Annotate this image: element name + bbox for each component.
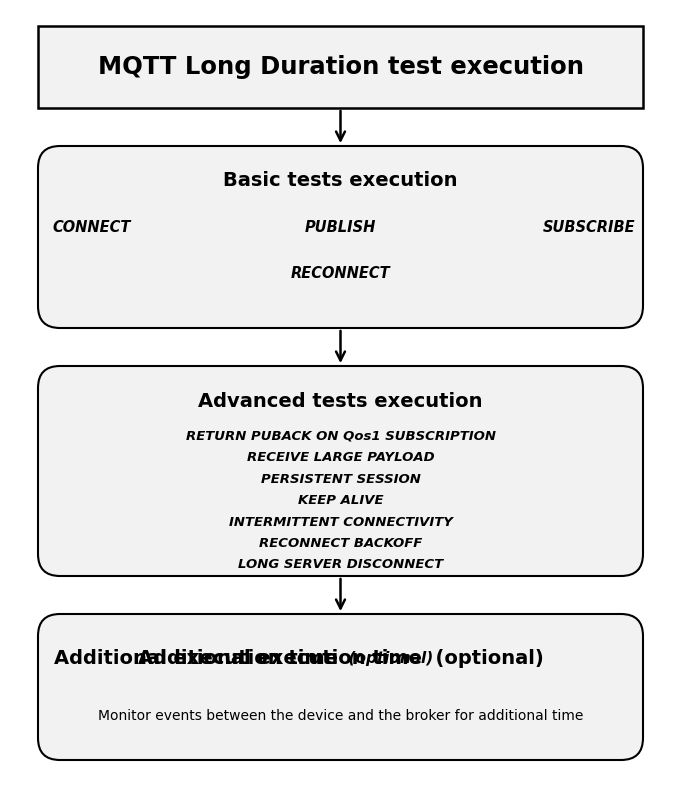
- FancyBboxPatch shape: [38, 614, 643, 760]
- Text: Additional execution time  (optional): Additional execution time (optional): [138, 649, 543, 668]
- Text: RECONNECT: RECONNECT: [291, 266, 390, 281]
- Text: RETURN PUBACK ON Qos1 SUBSCRIPTION: RETURN PUBACK ON Qos1 SUBSCRIPTION: [185, 429, 496, 443]
- Text: Monitor events between the device and the broker for additional time: Monitor events between the device and th…: [98, 709, 583, 723]
- Text: PERSISTENT SESSION: PERSISTENT SESSION: [261, 473, 420, 485]
- Text: Basic tests execution: Basic tests execution: [223, 172, 458, 191]
- Text: LONG SERVER DISCONNECT: LONG SERVER DISCONNECT: [238, 559, 443, 571]
- Text: RECONNECT BACKOFF: RECONNECT BACKOFF: [259, 537, 422, 550]
- Text: PUBLISH: PUBLISH: [305, 221, 376, 236]
- Text: SUBSCRIBE: SUBSCRIBE: [543, 221, 635, 236]
- Text: (optional): (optional): [338, 652, 434, 667]
- Text: Advanced tests execution: Advanced tests execution: [198, 392, 483, 411]
- Bar: [38, 26, 643, 108]
- Text: INTERMITTENT CONNECTIVITY: INTERMITTENT CONNECTIVITY: [229, 515, 452, 529]
- Text: KEEP ALIVE: KEEP ALIVE: [298, 494, 383, 507]
- Text: RECEIVE LARGE PAYLOAD: RECEIVE LARGE PAYLOAD: [247, 451, 434, 464]
- Text: CONNECT: CONNECT: [52, 221, 131, 236]
- Text: Additional execution time: Additional execution time: [54, 649, 338, 668]
- Text: MQTT Long Duration test execution: MQTT Long Duration test execution: [97, 55, 584, 79]
- FancyBboxPatch shape: [38, 146, 643, 328]
- FancyBboxPatch shape: [38, 366, 643, 576]
